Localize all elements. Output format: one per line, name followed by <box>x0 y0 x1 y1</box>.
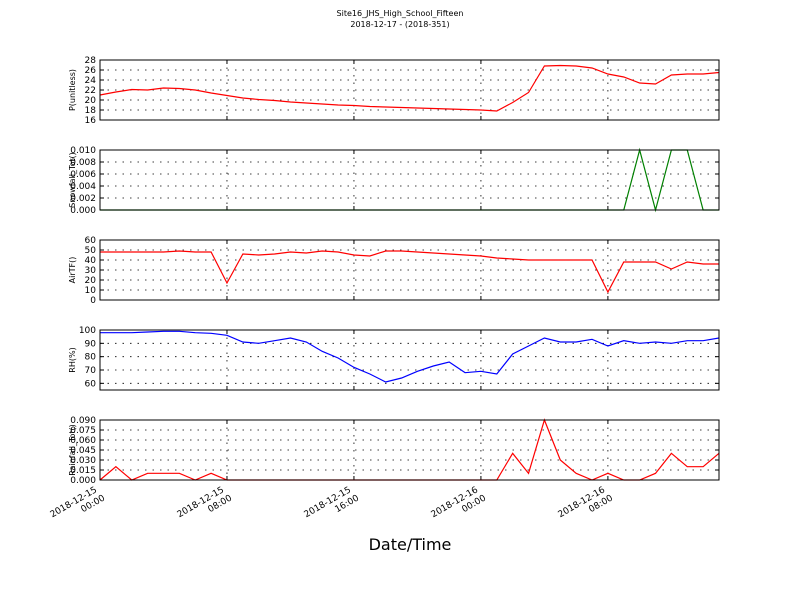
y-tick-label: 0.002 <box>70 194 96 204</box>
y-tick-label: 80 <box>85 353 97 363</box>
y-tick-label: 20 <box>85 96 97 106</box>
y-tick-label: 0.045 <box>70 446 96 456</box>
y-tick-label: 0.000 <box>70 206 96 216</box>
chart-title: Site16_JHS_High_School_Fifteen <box>337 9 464 18</box>
plot-frame <box>99 419 720 481</box>
chart-subtitle: 2018-12-17 - (2018-351) <box>350 20 449 29</box>
plot-frame <box>99 59 720 121</box>
y-tick-label: 22 <box>85 86 96 96</box>
y-axis-label: Snowfall_Tot() <box>68 152 77 208</box>
y-tick-label: 50 <box>85 246 97 256</box>
y-tick-label: 26 <box>85 66 97 76</box>
y-tick-label: 20 <box>85 276 97 286</box>
x-tick-label: 2018-12-15 00:00 <box>49 484 108 530</box>
y-tick-label: 0.010 <box>70 146 96 156</box>
y-tick-label: 24 <box>85 76 97 86</box>
x-tick-label: 2018-12-15 08:00 <box>176 484 235 530</box>
y-tick-label: 0 <box>90 296 96 306</box>
plot-frame <box>99 329 720 391</box>
y-tick-label: 0.008 <box>70 158 96 168</box>
data-line <box>100 250 719 294</box>
y-tick-label: 70 <box>85 366 97 376</box>
x-tick-label: 2018-12-15 16:00 <box>303 484 362 530</box>
y-tick-label: 40 <box>85 256 97 266</box>
y-tick-label: 90 <box>85 339 97 349</box>
y-tick-label: 0.075 <box>70 426 96 436</box>
y-tick-label: 100 <box>79 326 96 336</box>
x-axis-label: Date/Time <box>369 535 452 554</box>
y-tick-label: 0.060 <box>70 436 96 446</box>
y-tick-label: 18 <box>85 106 97 116</box>
y-tick-label: 28 <box>85 56 97 66</box>
y-axis-label: Rainfall_Tot() <box>68 424 77 476</box>
x-tick-label: 2018-12-16 00:00 <box>430 484 489 530</box>
y-tick-label: 60 <box>85 236 97 246</box>
data-line <box>100 147 719 213</box>
y-tick-label: 0.015 <box>70 466 96 476</box>
plot-frame <box>99 239 720 301</box>
y-tick-label: 10 <box>85 286 97 296</box>
data-line <box>100 330 720 383</box>
y-axis-label: AirTF() <box>68 257 77 284</box>
y-tick-label: 30 <box>85 266 97 276</box>
y-tick-label: 0.000 <box>70 476 96 486</box>
plot-frame <box>99 149 720 211</box>
y-tick-label: 16 <box>85 116 97 126</box>
data-line <box>99 64 720 112</box>
x-tick-label: 2018-12-16 08:00 <box>557 484 616 530</box>
y-axis-label: RH(%) <box>68 347 77 372</box>
y-axis-label: P(unitless) <box>68 69 77 111</box>
y-tick-label: 0.030 <box>70 456 96 466</box>
y-tick-label: 0.004 <box>70 182 96 192</box>
y-tick-label: 60 <box>85 379 97 389</box>
y-tick-label: 0.006 <box>70 170 96 180</box>
y-tick-label: 0.090 <box>70 416 96 426</box>
